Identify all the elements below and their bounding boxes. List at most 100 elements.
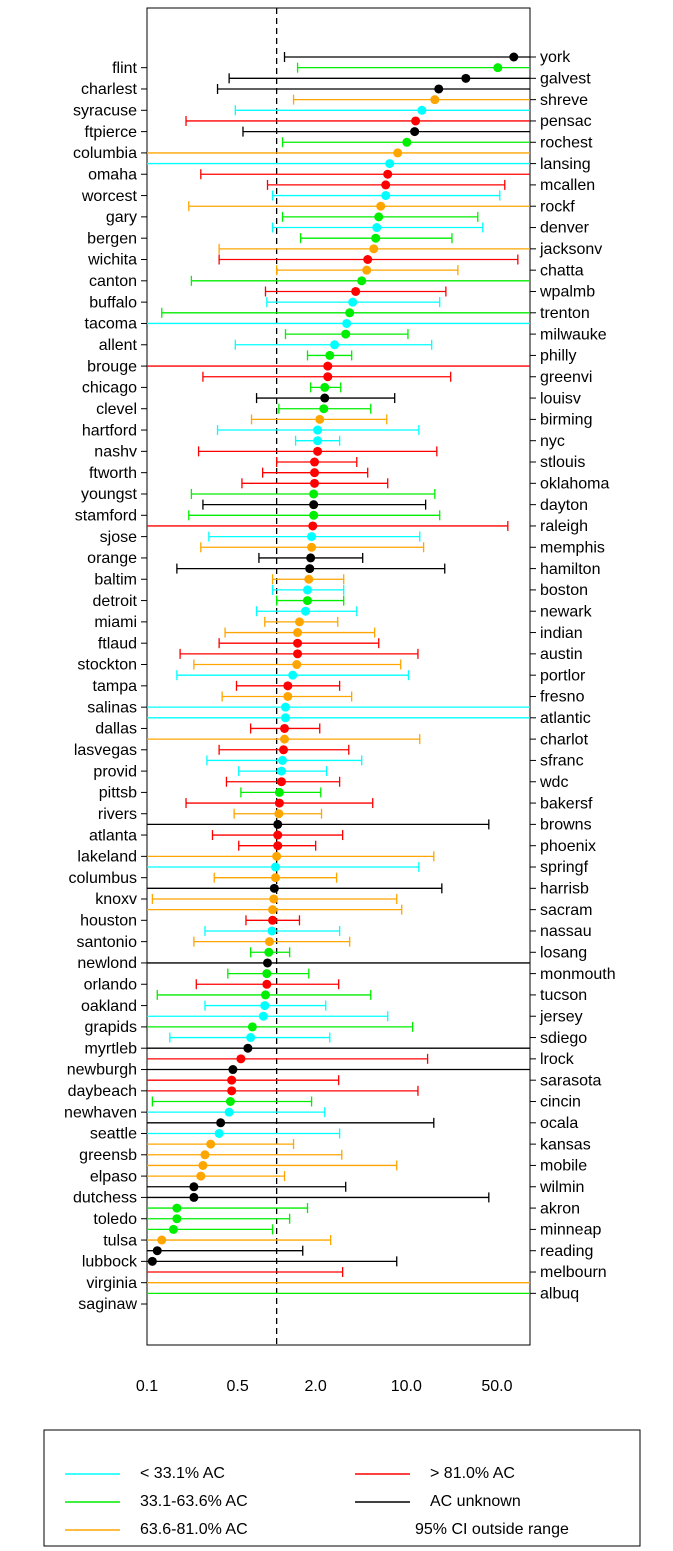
estimate-point [307,542,317,552]
legend-label: 63.6-81.0% AC [140,1521,248,1538]
estimate-point [461,73,471,83]
estimate-point [224,1107,234,1117]
estimate-point [369,244,379,254]
y-tick-label: toledo [93,1211,137,1228]
y-tick-label: mobile [540,1158,587,1175]
estimate-point [342,318,352,328]
estimate-point [307,532,317,542]
y-tick-label: birming [540,412,592,429]
y-tick-label: tampa [93,678,138,695]
y-tick-label: austin [540,646,583,663]
estimate-point [372,223,382,233]
y-tick-label: newlond [77,955,137,972]
estimate-point [325,350,335,360]
y-tick-label: stockton [77,657,137,674]
y-tick-label: raleigh [540,518,588,535]
estimate-point [268,915,278,925]
estimate-point [189,1182,199,1192]
estimate-point [206,1139,216,1149]
y-tick-label: portlor [540,667,586,684]
y-tick-label: seattle [90,1126,137,1143]
y-tick-label: newark [540,603,593,620]
estimate-point [293,628,303,638]
y-tick-label: sfranc [540,753,584,770]
estimate-point [274,798,284,808]
y-tick-label: gary [106,209,137,226]
estimate-point [323,361,333,371]
estimate-point [493,63,503,73]
estimate-point [283,691,293,701]
estimate-point [417,105,427,115]
y-tick-label: ocala [540,1115,578,1132]
y-tick-label: greenvi [540,369,592,386]
estimate-point [172,1214,182,1224]
estimate-point [283,681,293,691]
estimate-point [273,830,283,840]
y-tick-label: houston [80,913,137,930]
y-tick-label: dallas [95,721,137,738]
y-tick-label: losang [540,945,587,962]
estimate-point [276,777,286,787]
estimate-point [274,809,284,819]
estimate-point [280,734,290,744]
y-tick-label: phoenix [540,838,596,855]
y-tick-label: chicago [82,380,137,397]
y-tick-label: pensac [540,113,592,130]
estimate-point [363,255,373,265]
y-tick-label: sarasota [540,1072,601,1089]
y-tick-label: rochest [540,134,593,151]
y-tick-label: stlouis [540,454,585,471]
y-tick-label: lrock [540,1051,575,1068]
estimate-point [434,84,444,94]
estimate-point [509,52,519,62]
y-tick-label: lasvegas [74,742,137,759]
estimate-point [357,276,367,286]
estimate-point [271,862,281,872]
y-tick-label: monmouth [540,966,616,983]
y-tick-label: wilmin [539,1179,584,1196]
y-tick-label: chatta [540,262,584,279]
y-tick-label: rivers [98,806,137,823]
y-tick-label: stamford [75,508,137,525]
estimate-point [269,883,279,893]
estimate-point [348,297,358,307]
estimate-point [292,660,302,670]
estimate-point [309,510,319,520]
estimate-point [272,851,282,861]
y-tick-label: wdc [539,774,568,791]
y-tick-label: nyc [540,433,565,450]
estimate-point [280,702,290,712]
estimate-point [196,1171,206,1181]
legend: < 33.1% AC 33.1-63.6% AC 63.6-81.0% AC > 81… [65,1465,521,1538]
estimate-point [315,414,325,424]
estimate-point [310,457,320,467]
estimate-point [225,1096,235,1106]
estimate-point [381,180,391,190]
estimate-point [227,1086,237,1096]
y-tick-label: dayton [540,497,588,514]
y-tick-label: browns [540,817,592,834]
y-tick-label: akron [540,1200,580,1217]
estimate-point [243,1043,253,1053]
legend-note: 95% CI outside range [415,1521,569,1538]
legend-label: < 33.1% AC [140,1465,225,1482]
y-tick-label: atlanta [89,827,137,844]
estimate-point [216,1118,226,1128]
y-tick-label: milwauke [540,326,607,343]
y-tick-label: lubbock [82,1254,138,1271]
y-tick-label: tacoma [85,316,138,333]
estimate-point [320,382,330,392]
y-tick-label: minneap [540,1222,601,1239]
y-tick-label: harrisb [540,881,589,898]
estimate-point [198,1160,208,1170]
y-tick-label: ftworth [89,465,137,482]
estimate-point [267,926,277,936]
y-tick-label: sjose [100,529,137,546]
estimate-point [262,979,272,989]
y-tick-label: boston [540,582,588,599]
y-tick-label: myrtleb [85,1040,138,1057]
y-tick-label: jacksonv [539,241,602,258]
estimate-point [371,233,381,243]
estimate-point [189,1192,199,1202]
y-tick-label: wpalmb [539,284,595,301]
